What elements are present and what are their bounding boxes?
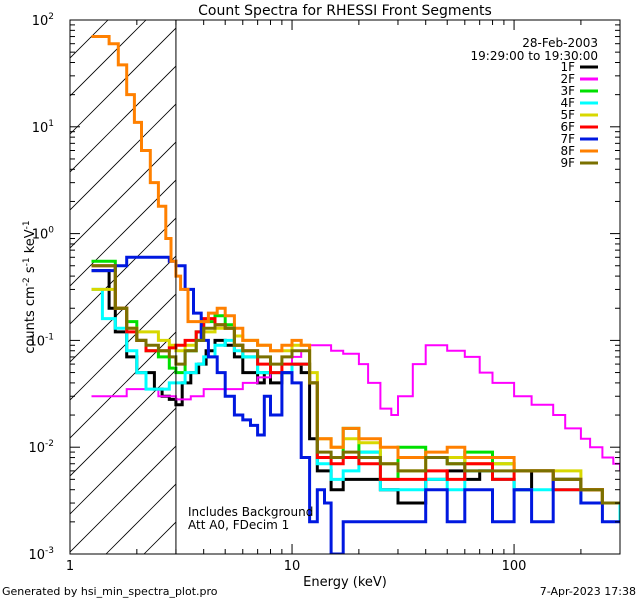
hatch-line — [70, 179, 176, 287]
series-7F — [91, 255, 620, 554]
footer-generated-by: Generated by hsi_min_spectra_plot.pro — [2, 585, 218, 598]
date-label: 28-Feb-2003 — [522, 36, 598, 50]
hatch-line — [70, 20, 109, 59]
y-tick-label: 100 — [32, 226, 55, 243]
hatch-line — [70, 255, 176, 363]
series-3F — [91, 259, 620, 522]
legend-label-5F: 5F — [560, 108, 575, 122]
series-layer — [91, 35, 620, 554]
x-tick-label: 10 — [284, 559, 301, 574]
axes: 1 10 100 10-3 10-2 10-1 100 101 102 — [28, 12, 621, 574]
hatched-region — [70, 20, 176, 554]
series-8F — [91, 35, 620, 505]
hatch-line — [70, 445, 176, 553]
legend-label-3F: 3F — [560, 84, 575, 98]
chart-title: Count Spectra for RHESSI Front Segments — [198, 3, 492, 19]
series-2F — [91, 344, 620, 471]
hatch-line — [70, 27, 176, 135]
hatch-line — [70, 293, 176, 401]
x-axis-label: Energy (keV) — [303, 575, 387, 590]
hatch-line — [70, 217, 176, 325]
y-tick-label: 101 — [32, 119, 54, 136]
hatch-line — [70, 141, 176, 249]
annotation-attenuator: Att A0, FDecim 1 — [188, 518, 289, 532]
legend-label-6F: 6F — [560, 120, 575, 134]
legend-label-2F: 2F — [560, 72, 575, 86]
y-tick-label: 10-3 — [28, 546, 54, 563]
legend-label-9F: 9F — [560, 156, 575, 170]
hatch-line — [70, 103, 176, 211]
legend-label-8F: 8F — [560, 144, 575, 158]
hatch-line — [70, 407, 176, 515]
y-axis-label: counts cm-2 s-1 keV-1 — [22, 220, 38, 353]
legend-label-7F: 7F — [560, 132, 575, 146]
hatch-line — [70, 369, 176, 477]
x-tick-label: 100 — [502, 559, 527, 574]
y-tick-label: 102 — [32, 12, 54, 29]
hatch-line — [70, 331, 176, 439]
footer-date: 7-Apr-2023 17:38 — [540, 585, 636, 598]
annotation-background: Includes Background — [188, 505, 313, 519]
plot-frame — [69, 19, 621, 555]
series-9F — [91, 264, 620, 505]
y-tick-label: 10-2 — [28, 439, 54, 456]
legend-label-1F: 1F — [560, 60, 575, 74]
legend-label-4F: 4F — [560, 96, 575, 110]
time-range-label: 19:29:00 to 19:30:00 — [471, 49, 598, 63]
y-tick-label: 10-1 — [28, 332, 54, 349]
x-tick-label: 1 — [66, 559, 74, 574]
